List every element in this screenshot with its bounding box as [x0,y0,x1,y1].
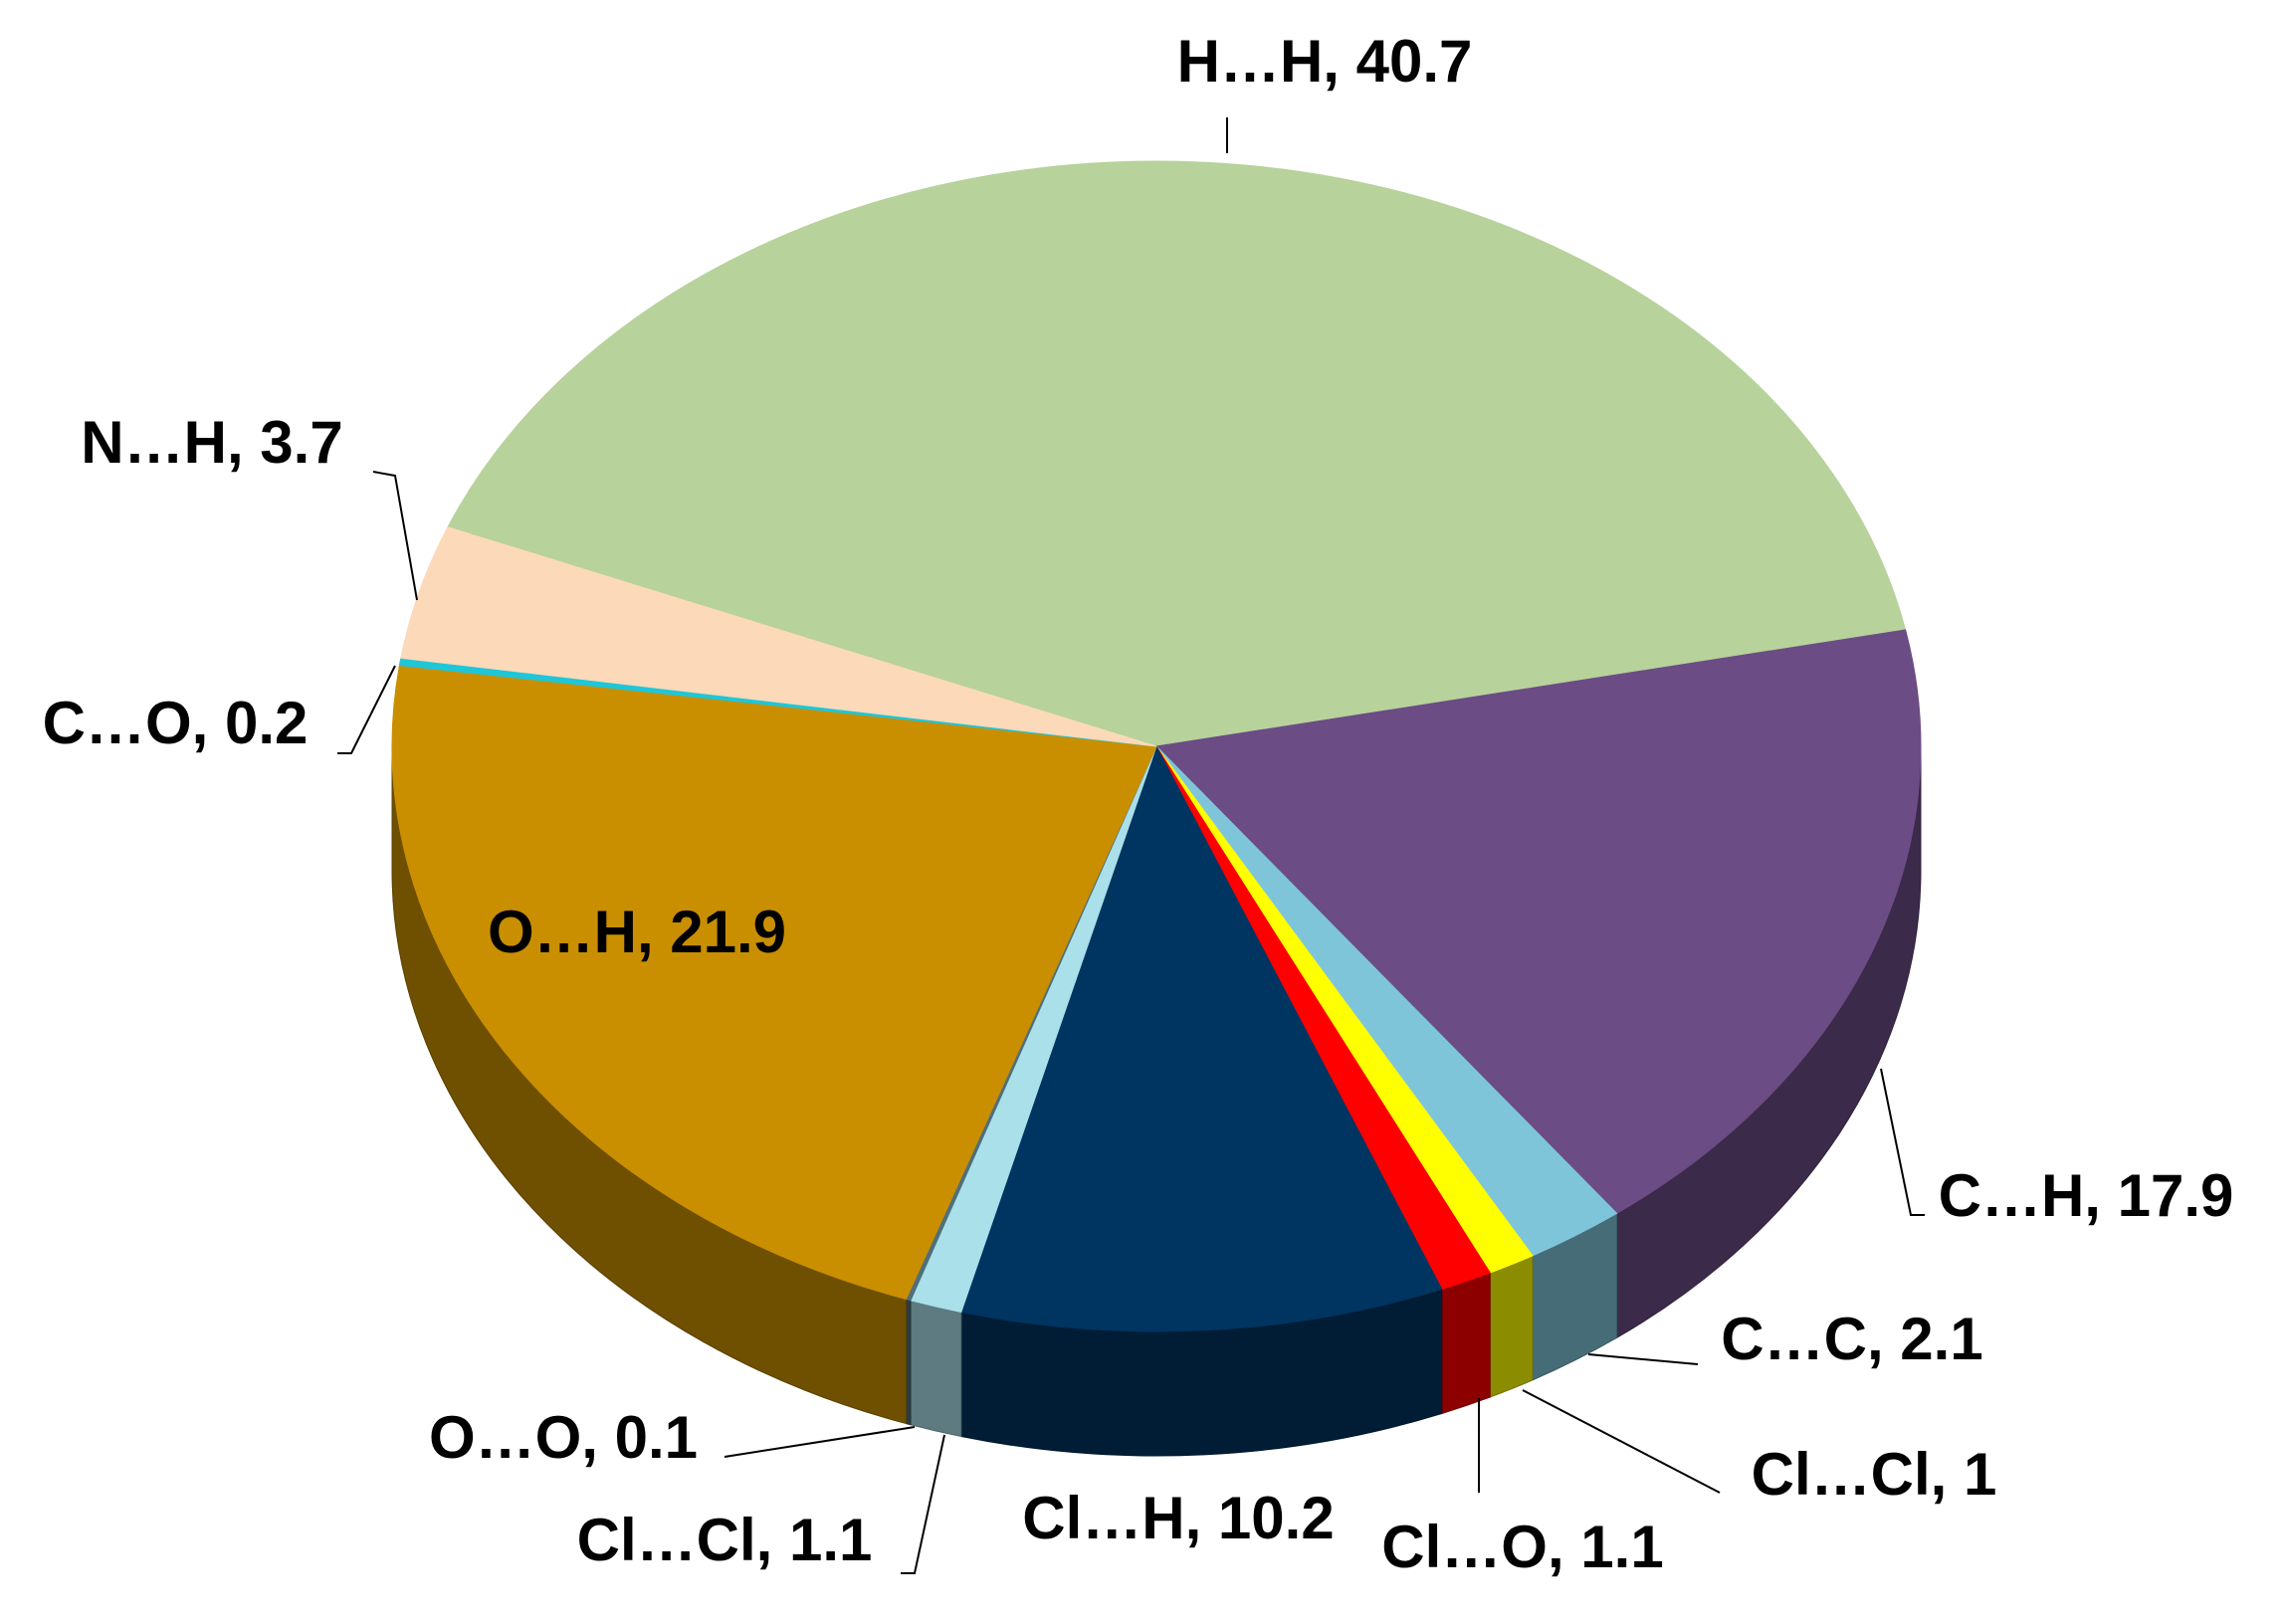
leader-line [337,665,396,754]
leader-line [901,1434,945,1574]
data-label: Cl…O, 1.1 [1381,1514,1663,1580]
data-label: Cl…Cl, 1.1 [577,1507,873,1573]
slice [960,744,1443,1332]
slice [1154,629,1922,1214]
slice-side [905,1298,912,1426]
leader-line [1880,1068,1925,1216]
slice [400,526,1157,747]
slice [391,665,1157,1301]
data-label: O…H, 21.9 [488,899,786,965]
data-label: C…H, 17.9 [1939,1162,2234,1229]
slice-side [1489,1255,1534,1398]
data-label: Cl…H, 10.2 [1022,1485,1334,1551]
data-label: O…O, 0.1 [429,1404,698,1471]
leader-line [372,471,418,601]
data-label: H…H, 40.7 [1177,28,1473,95]
slice [447,160,1907,747]
data-label: C…O, 0.2 [43,690,309,756]
data-label: C…C, 2.1 [1721,1306,1982,1372]
data-label: Cl…Cl, 1 [1752,1441,1997,1508]
data-label: N…H, 3.7 [81,409,342,476]
slice-side [910,1300,962,1438]
leader-line [1587,1353,1699,1365]
slice-side [1441,1272,1491,1415]
leader-line [724,1426,916,1458]
leader-line [1522,1389,1721,1494]
